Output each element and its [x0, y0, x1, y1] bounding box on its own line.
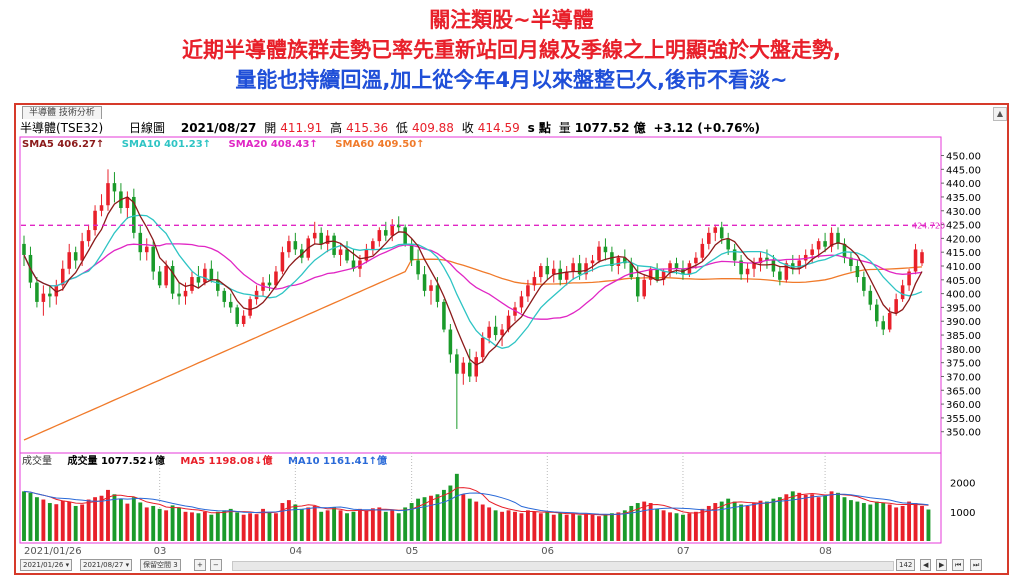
window-scroll-icon[interactable]: ▲	[993, 107, 1007, 121]
chart-tab-bar: 半導體 技術分析	[18, 106, 978, 119]
close-unit: s 點	[527, 121, 551, 135]
reserve-space-control[interactable]: 保留空間 3	[140, 559, 181, 571]
high-label: 高	[330, 121, 343, 135]
open-label: 開	[264, 121, 277, 135]
start-date-select[interactable]: 2021/01/26 ▾	[20, 559, 73, 571]
zoom-in-icon[interactable]: +	[194, 559, 206, 571]
headline-title: 關注類股~半導體	[429, 8, 594, 32]
scroll-left-icon[interactable]: ◀	[920, 559, 932, 571]
headline-comment-1: 近期半導體族群走勢已率先重新站回月線及季線之上明顯強於大盤走勢,	[182, 38, 841, 62]
legend-sma20: SMA20 408.43↑	[228, 139, 318, 150]
chart-scrollbar[interactable]	[232, 561, 894, 571]
scroll-last-icon[interactable]: ⏭	[970, 559, 983, 571]
chart-period: 日線圖	[129, 121, 166, 135]
legend-vol-ma10: MA10 1161.41↑億	[287, 456, 387, 467]
legend-volume: 成交量 1077.52↓億	[67, 456, 165, 467]
zoom-out-icon[interactable]: −	[210, 559, 222, 571]
low-value: 409.88	[411, 121, 454, 135]
volume-label: 量	[558, 121, 571, 135]
volume-panel-title: 成交量	[22, 456, 52, 467]
legend-sma5: SMA5 406.27↑	[22, 139, 105, 150]
open-value: 411.91	[280, 121, 323, 135]
tab-technical-analysis[interactable]: 半導體 技術分析	[22, 106, 102, 119]
quote-info-bar: 半導體(TSE32) 日線圖 2021/08/27 開 411.91 高 415.3…	[20, 120, 940, 136]
legend-sma60: SMA60 409.50↑	[335, 139, 425, 150]
scroll-right-icon[interactable]: ▶	[936, 559, 948, 571]
low-label: 低	[395, 121, 408, 135]
high-value: 415.36	[346, 121, 389, 135]
end-date-select[interactable]: 2021/08/27 ▾	[80, 559, 133, 571]
index-name: 半導體(TSE32)	[20, 121, 104, 135]
volume-legend: 成交量 成交量 1077.52↓億 MA5 1198.08↓億 MA10 116…	[22, 455, 399, 468]
close-value: 414.59	[477, 121, 520, 135]
legend-sma10: SMA10 401.23↑	[121, 139, 212, 150]
close-label: 收	[461, 121, 474, 135]
chart-window	[14, 103, 1009, 575]
bottom-toolbar: 2021/01/26 ▾ 2021/08/27 ▾ 保留空間 3 + − 142…	[18, 558, 1008, 572]
bar-count: 142	[896, 559, 916, 571]
volume-value: 1077.52 億	[574, 121, 646, 135]
headline-comment-2: 量能也持續回溫,加上從今年4月以來盤整已久,後市不看淡~	[235, 68, 788, 92]
quote-date: 2021/08/27	[180, 121, 257, 135]
sma-legend: SMA5 406.27↑ SMA10 401.23↑ SMA20 408.43↑…	[22, 138, 439, 151]
legend-vol-ma5: MA5 1198.08↓億	[180, 456, 273, 467]
change-value: +3.12 (+0.76%)	[653, 121, 760, 135]
scroll-first-icon[interactable]: ⏮	[952, 559, 965, 571]
